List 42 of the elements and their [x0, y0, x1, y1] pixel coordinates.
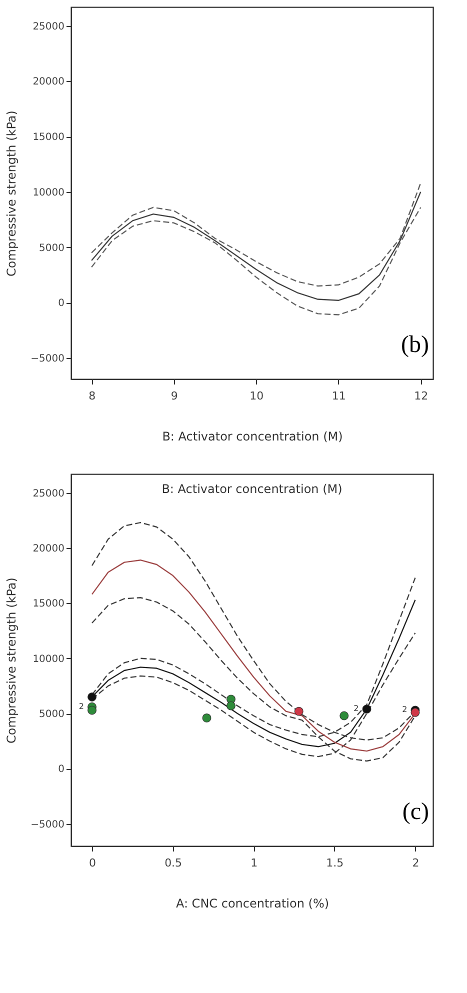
x-tick-label: 0.5 — [164, 856, 182, 870]
x-tick-label: 12 — [414, 390, 428, 402]
point — [226, 701, 236, 710]
x-tick-label: 1 — [250, 856, 258, 870]
y-tick-label: 5000 — [39, 709, 64, 720]
y-tick-label: −5000 — [30, 819, 64, 830]
annotation: 2 — [78, 702, 84, 711]
x-tick-label: 9 — [170, 390, 178, 402]
text: B: Activator concentration (M) — [162, 482, 342, 496]
point — [340, 711, 349, 720]
line-series — [90, 191, 422, 301]
y-tick-label: 15000 — [32, 598, 64, 610]
point — [88, 706, 96, 715]
annotation: 2 — [354, 704, 359, 714]
x-tick-label: 0 — [89, 856, 96, 870]
y-axis-title: Compressive strength (kPa) — [4, 110, 19, 276]
annotation: (c) — [402, 799, 429, 825]
x-axis-title: A: CNC concentration (%) — [176, 896, 330, 910]
y-tick-label: 0 — [58, 764, 64, 776]
point — [202, 713, 212, 722]
y-tick-label: 10000 — [32, 187, 64, 198]
y-tick-label: 20000 — [32, 543, 64, 554]
annotation: (b) — [401, 332, 429, 358]
x-tick-label: 8 — [88, 390, 96, 402]
point — [88, 692, 96, 702]
y-tick-label: 25000 — [32, 488, 64, 500]
y-tick-label: 25000 — [32, 21, 64, 32]
x-tick-label: 11 — [332, 390, 346, 402]
annotation: 2 — [402, 705, 408, 714]
y-tick-label: −5000 — [30, 353, 64, 364]
point — [294, 706, 304, 716]
point — [362, 704, 372, 714]
y-tick-label: 5000 — [39, 242, 64, 254]
x-tick-label: 2 — [412, 856, 420, 870]
y-tick-label: 20000 — [32, 76, 64, 88]
y-axis-title: Compressive strength (kPa) — [4, 578, 19, 744]
x-tick-label: 10 — [250, 390, 264, 402]
y-tick-label: 15000 — [32, 132, 64, 144]
x-tick-label: 1.5 — [326, 856, 344, 870]
x-axis-title: B: Activator concentration (M) — [162, 430, 343, 444]
y-tick-label: 0 — [58, 298, 64, 310]
y-tick-label: 10000 — [32, 654, 64, 665]
